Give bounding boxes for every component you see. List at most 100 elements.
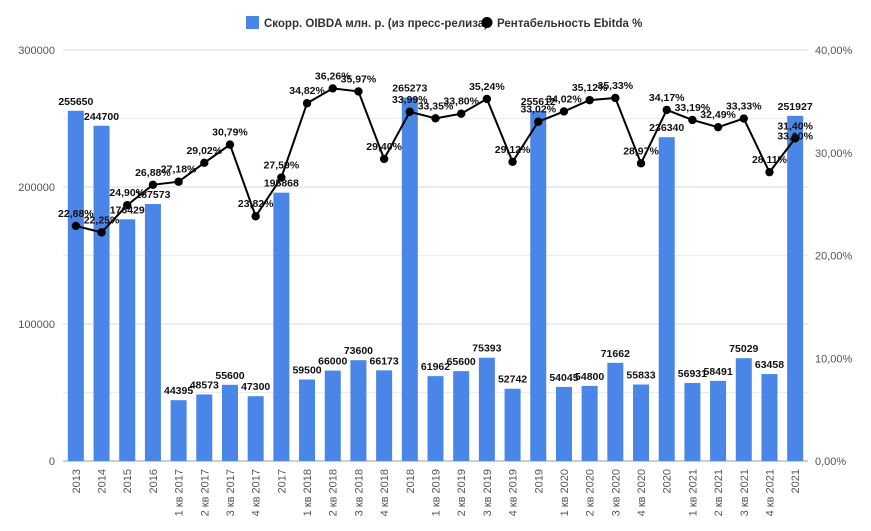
bar-value-label: 55600 — [215, 370, 244, 382]
margin-point — [611, 93, 620, 103]
bar-value-label: 47300 — [241, 381, 270, 393]
bar-value-label: 56931 — [678, 368, 707, 380]
margin-value-label: 33,35% — [418, 100, 454, 112]
x-tick-label: 4 кв 2017 — [251, 469, 263, 516]
margin-point — [456, 109, 466, 118]
margin-value-label: 24,90% — [109, 187, 145, 199]
margin-point — [251, 212, 260, 221]
bar — [221, 384, 238, 461]
margin-value-label: 35,97% — [341, 73, 377, 85]
left-tick-label: 300000 — [18, 45, 55, 57]
legend: Скорр. OIBDA млн. р. (из пресс-релиза) Р… — [246, 16, 642, 30]
bar — [453, 371, 470, 461]
x-tick-label: 2021 — [790, 469, 802, 493]
bar — [273, 192, 290, 462]
bar-value-label: 187573 — [135, 189, 170, 201]
bar-value-label: 71662 — [601, 348, 630, 360]
x-tick-label: 2 кв 2018 — [328, 469, 340, 516]
right-tick-label: 40,00% — [815, 45, 853, 57]
bar-data-labels: 255650 244700 176429 187573 4439548573556004… — [58, 83, 813, 398]
bar — [555, 386, 572, 461]
x-tick-label: 2018 — [405, 469, 417, 493]
margin-value-label: 28,11% — [752, 154, 788, 166]
margin-point — [328, 84, 337, 93]
margin-point — [482, 94, 492, 104]
margin-point — [148, 180, 158, 190]
bar — [247, 396, 264, 461]
margin-value-label: 30,79% — [212, 127, 248, 139]
bar-value-label: 44395 — [164, 385, 193, 397]
margin-value-label: 35,12% — [572, 82, 608, 94]
bar-value-label: 59500 — [292, 364, 321, 376]
line-data-labels: 22,88%22,25% 24,90% 26,88%27,18% 29,02% 30,7… — [58, 70, 814, 226]
margin-value-label: 27,18% — [161, 164, 197, 176]
bar-value-label: 75029 — [729, 343, 758, 355]
x-tick-label: 2016 — [148, 469, 160, 493]
bar — [607, 362, 624, 461]
margin-point — [636, 159, 646, 168]
x-tick-label: 3 кв 2018 — [353, 469, 365, 516]
x-tick-label: 2014 — [97, 469, 109, 493]
margin-point — [534, 117, 543, 126]
x-tick-label: 2013 — [71, 469, 83, 493]
bar — [787, 115, 804, 461]
right-axis-ticks: 0,00% 10,00% 20,00% 30,00% 40,00% — [815, 45, 853, 468]
bar-value-label: 55833 — [626, 370, 655, 382]
margin-point — [662, 105, 671, 115]
margin-point — [765, 167, 774, 177]
x-tick-label: 4 кв 2021 — [764, 469, 776, 516]
bars — [67, 97, 804, 462]
extra-data-label: 33,00% — [777, 130, 813, 142]
x-tick-label: 2 кв 2021 — [713, 469, 725, 516]
x-tick-label: 2 кв 2017 — [199, 469, 211, 516]
x-tick-label: 3 кв 2019 — [482, 469, 494, 516]
bar-value-label: 255612 — [521, 96, 556, 108]
bar — [710, 380, 727, 461]
margin-point — [508, 157, 517, 166]
margin-point — [225, 140, 235, 149]
margin-point — [790, 134, 800, 143]
x-tick-label: 2017 — [276, 469, 288, 493]
margin-value-label: 22,25% — [84, 214, 120, 226]
right-tick-label: 20,00% — [815, 251, 853, 263]
x-tick-label: 3 кв 2021 — [739, 469, 751, 516]
margin-value-label: 26,88% — [135, 167, 171, 179]
bar — [196, 394, 213, 461]
bar — [376, 370, 393, 461]
margin-point — [559, 107, 569, 116]
margin-point — [71, 221, 81, 231]
x-tick-label: 2019 — [533, 469, 545, 493]
margin-value-label: 27,59% — [264, 160, 300, 172]
bar-value-label: 61962 — [421, 361, 450, 373]
bar — [735, 358, 752, 461]
margin-value-label: 33,02% — [520, 104, 556, 116]
bar — [144, 204, 161, 461]
x-tick-label: 2015 — [122, 469, 134, 493]
legend-swatch-oibda — [246, 16, 259, 29]
legend-label-margin: Рентабельность Ebitda % — [497, 18, 642, 30]
x-tick-label: 3 кв 2017 — [225, 469, 237, 516]
bar-value-label: 265273 — [392, 83, 427, 95]
margin-value-label: 28,97% — [623, 145, 659, 157]
bar — [324, 370, 341, 461]
bar — [67, 110, 84, 462]
margin-point — [277, 173, 286, 182]
margin-point — [302, 99, 312, 108]
legend-swatch-margin — [481, 17, 493, 28]
margin-point — [739, 114, 748, 123]
margin-point — [688, 115, 697, 125]
margin-value-label: 23,82% — [238, 198, 274, 210]
bar — [658, 137, 675, 461]
bar-value-label: 54045 — [549, 372, 578, 384]
bar-value-label: 58491 — [703, 366, 732, 378]
bar — [478, 357, 495, 461]
bar-value-label: 65600 — [447, 356, 476, 368]
bar-value-label: 73600 — [344, 345, 373, 357]
bar-value-label: 66173 — [370, 355, 399, 367]
bar — [170, 400, 187, 461]
bar — [427, 376, 444, 461]
bar-value-label: 255650 — [58, 96, 93, 108]
bar-value-label: 251927 — [778, 101, 813, 113]
bar-value-label: 176429 — [110, 204, 145, 216]
